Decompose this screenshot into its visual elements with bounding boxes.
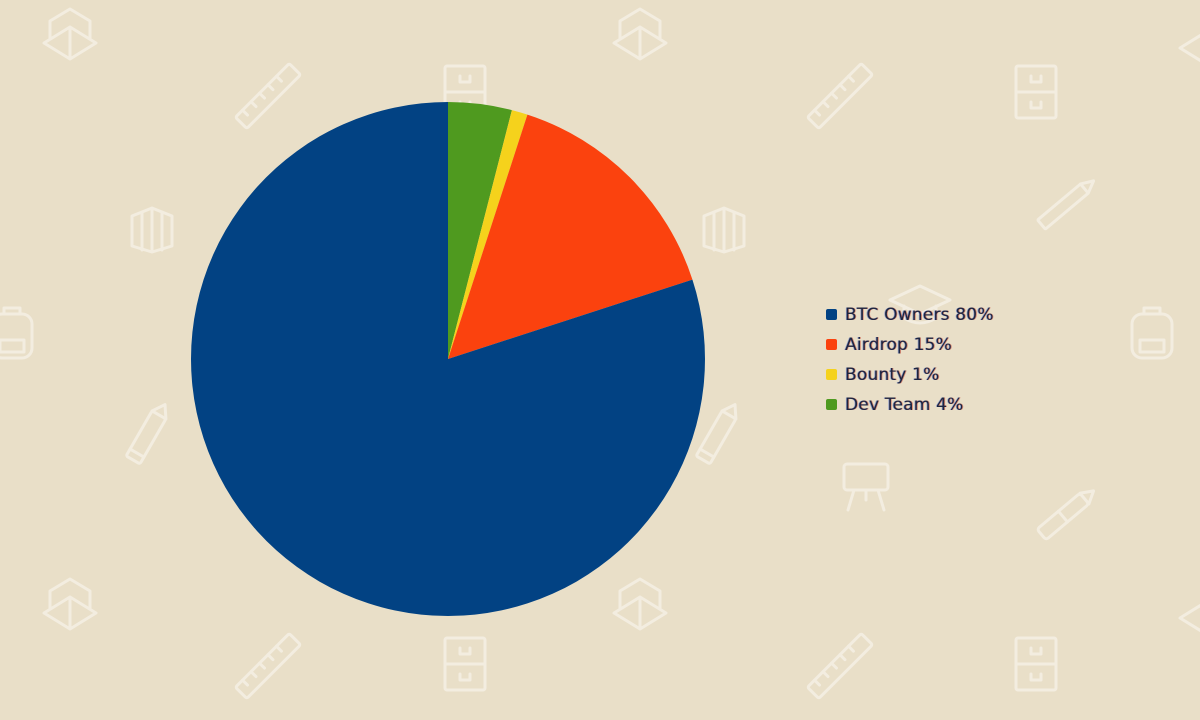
legend-label: Airdrop 15%: [845, 334, 953, 355]
ruler-icon: [806, 632, 874, 700]
legend-item-bounty[interactable]: Bounty 1%: [826, 363, 994, 386]
books-icon: [702, 206, 746, 254]
backpack-icon: [0, 306, 34, 360]
pencil-icon: [1036, 179, 1096, 231]
pencil-icon: [1036, 489, 1096, 541]
cabinet-icon: [1014, 636, 1058, 692]
easel-icon: [842, 462, 890, 512]
pie-slice-bounty[interactable]: [448, 110, 528, 359]
book-icon: [1178, 33, 1200, 63]
legend-swatch: [826, 369, 837, 380]
legend-label: Bounty 1%: [845, 364, 940, 385]
book-icon: [1178, 603, 1200, 633]
cabinet-icon: [1014, 64, 1058, 120]
pie-slice-btc-owners[interactable]: [190, 102, 705, 616]
book-icon: [612, 577, 668, 631]
pencil-icon: [125, 403, 168, 465]
cabinet-icon: [443, 636, 487, 692]
ruler-icon: [806, 62, 874, 130]
ruler-icon: [234, 62, 302, 130]
graduation-cap-icon: [888, 284, 952, 325]
legend-label: Dev Team 4%: [845, 394, 964, 415]
legend-label: BTC Owners 80%: [845, 304, 994, 325]
legend-swatch: [826, 399, 837, 410]
legend-item-btc-owners[interactable]: BTC Owners 80%: [826, 303, 994, 326]
legend-swatch: [826, 339, 837, 350]
ruler-icon: [234, 632, 302, 700]
pencil-icon: [695, 403, 738, 465]
legend-item-dev-team[interactable]: Dev Team 4%: [826, 393, 994, 416]
book-icon: [42, 577, 98, 631]
pie-slice-dev-team[interactable]: [448, 102, 512, 359]
books-icon: [130, 206, 174, 254]
chart-legend: BTC Owners 80% Airdrop 15% Bounty 1% Dev…: [826, 303, 994, 416]
backpack-icon: [1130, 306, 1174, 360]
book-icon: [612, 7, 668, 61]
pie-slice-airdrop[interactable]: [448, 114, 693, 359]
book-icon: [42, 7, 98, 61]
legend-swatch: [826, 309, 837, 320]
legend-item-airdrop[interactable]: Airdrop 15%: [826, 333, 994, 356]
